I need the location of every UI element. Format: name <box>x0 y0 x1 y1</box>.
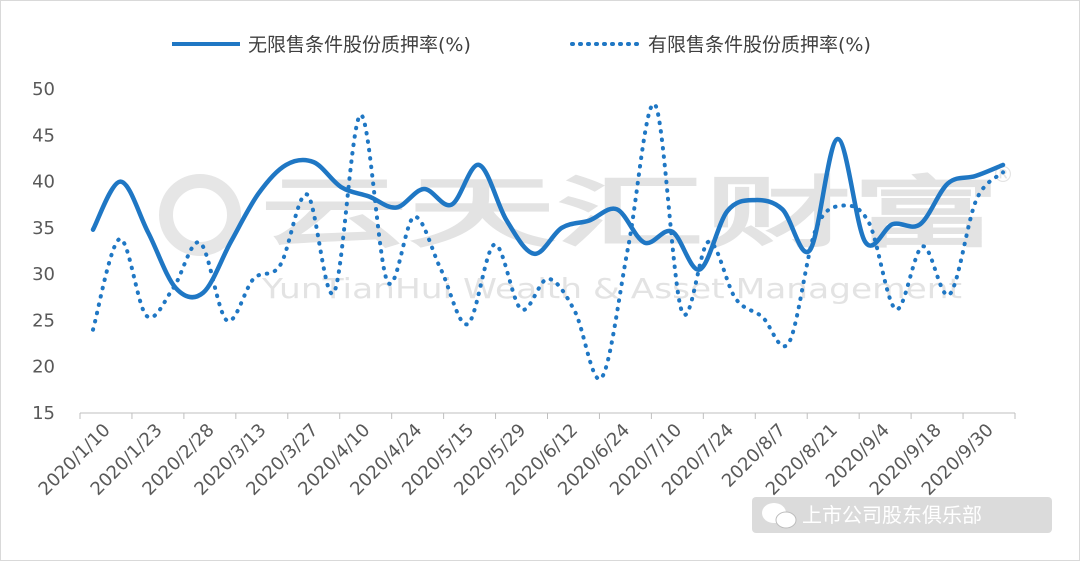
watermark-logo-icon <box>159 174 241 256</box>
series-layer <box>90 102 1006 382</box>
series-line-unrestricted <box>90 136 1006 300</box>
legend: 无限售条件股份质押率(%) 有限售条件股份质押率(%) <box>172 34 871 56</box>
y-tick-label: 20 <box>32 357 55 378</box>
series-line-restricted <box>91 102 1005 382</box>
source-credit: 上市公司股东俱乐部 <box>752 497 1052 533</box>
y-tick-label: 15 <box>32 403 55 424</box>
y-tick-label: 30 <box>32 264 55 285</box>
y-tick-label: 50 <box>32 79 55 100</box>
watermark-subtitle: YunTianHui Wealth & Asset Management <box>261 272 962 305</box>
credit-text: 上市公司股东俱乐部 <box>802 503 982 527</box>
y-tick-label: 35 <box>32 218 55 239</box>
axes: 15202530354045502020/1/102020/1/232020/2… <box>32 79 1016 500</box>
y-tick-label: 40 <box>32 172 55 193</box>
credit-background <box>752 497 1052 533</box>
y-tick-label: 45 <box>32 125 55 146</box>
legend-label-restricted: 有限售条件股份质押率(%) <box>648 34 871 56</box>
legend-label-unrestricted: 无限售条件股份质押率(%) <box>248 34 471 56</box>
wechat-icon <box>762 503 797 529</box>
watermark-brand: 云天汇财富 <box>260 169 1000 259</box>
y-tick-label: 25 <box>32 310 55 331</box>
